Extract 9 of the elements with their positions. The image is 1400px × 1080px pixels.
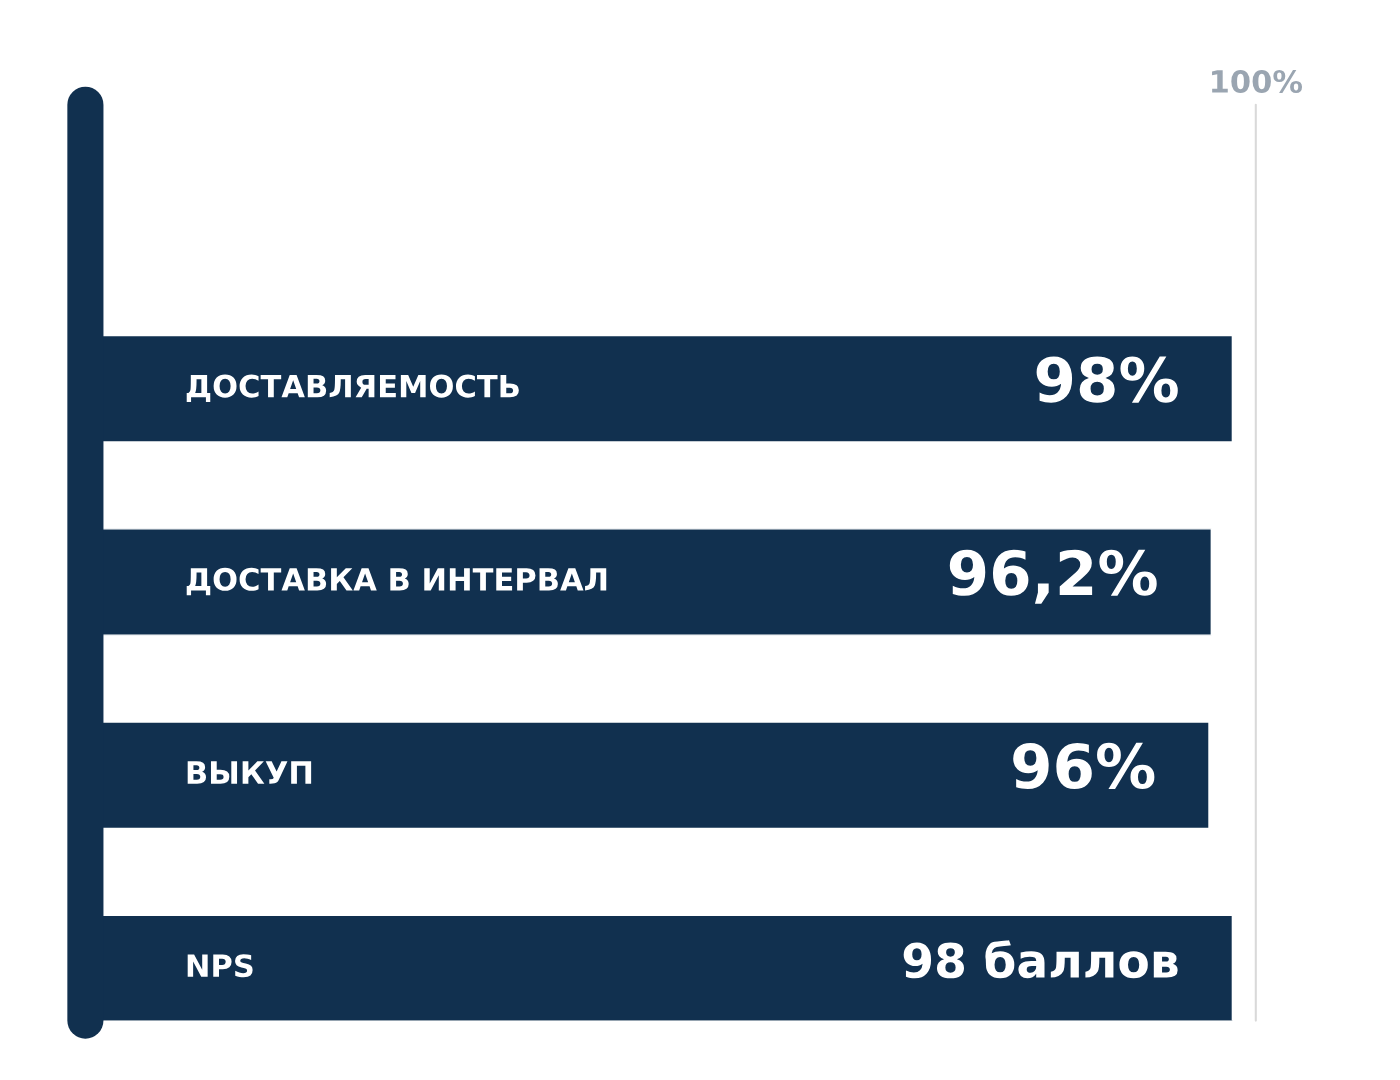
data-label: 96,2%	[949, 549, 1157, 604]
data-label: 98 баллов	[903, 940, 1178, 979]
data-label: 96%	[1013, 742, 1155, 790]
y-tick-label: ВЫКУП	[187, 761, 312, 784]
y-tick-label: ДОСТАВКА В ИНТЕРВАЛ	[186, 567, 607, 596]
y-tick-label: NPS	[187, 954, 253, 978]
ref-line-label: 100%	[1212, 69, 1303, 94]
y-tick-label: ДОСТАВЛЯЕМОСТЬ	[186, 374, 519, 403]
data-label: 98%	[1036, 356, 1178, 403]
